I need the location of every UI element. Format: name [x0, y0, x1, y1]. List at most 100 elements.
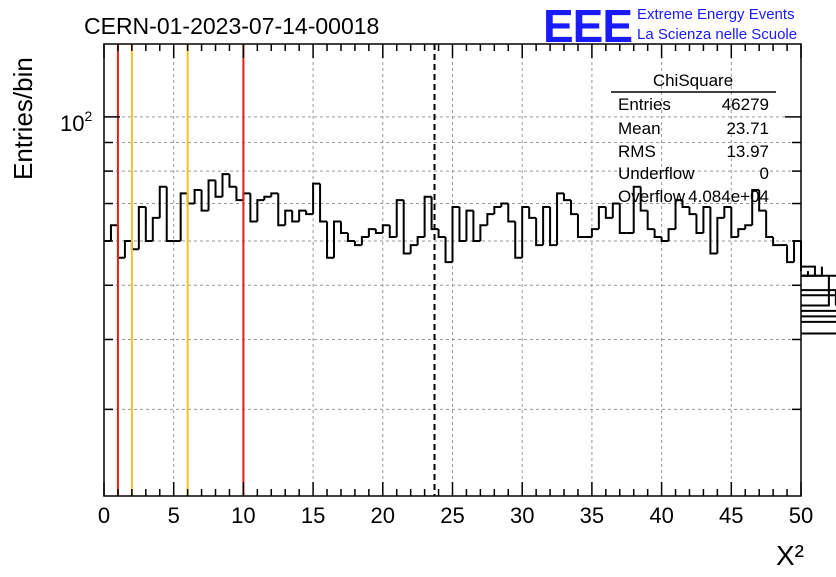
- histogram-bin: [765, 210, 774, 238]
- histogram-bin: [451, 206, 460, 263]
- histogram-bin: [716, 216, 725, 254]
- histogram-bin: [563, 193, 571, 202]
- histogram-bin: [458, 207, 467, 242]
- eee-logo: EEE Extreme Energy Events La Scienza nel…: [543, 0, 797, 52]
- x-tick-label: 50: [789, 503, 813, 528]
- histogram-bin: [569, 200, 578, 216]
- histogram-bin: [695, 214, 704, 235]
- histogram-bin: [604, 207, 613, 219]
- x-tick-label: 25: [440, 503, 464, 528]
- histogram-bin: [193, 189, 202, 204]
- histogram-bin: [319, 183, 328, 223]
- histogram-bin: [723, 206, 732, 218]
- histogram-bin: [270, 192, 279, 197]
- histogram-bin: [751, 189, 760, 226]
- histogram-bin: [730, 207, 739, 238]
- histogram-bin: [576, 214, 585, 238]
- histogram-bin: [801, 294, 836, 297]
- x-tick-label: 0: [98, 503, 110, 528]
- chart-title: CERN-01-2023-07-14-00018: [84, 13, 379, 39]
- histogram-bin: [346, 233, 355, 242]
- y-tick-label-100: 102: [60, 108, 92, 136]
- histogram-bin: [326, 221, 335, 259]
- histogram-bin: [660, 236, 669, 242]
- histogram-bin: [772, 236, 781, 247]
- histogram-bin: [200, 190, 209, 212]
- stats-value-entries: 46279: [722, 95, 769, 114]
- histogram-bin: [667, 228, 676, 241]
- x-tick-label: 15: [301, 503, 325, 528]
- histogram-bin: [109, 224, 118, 241]
- histogram-bin: [165, 186, 174, 242]
- histogram-bin: [758, 190, 767, 212]
- histogram-bin: [786, 245, 795, 264]
- histogram-bin: [535, 217, 544, 247]
- histogram-bin: [235, 186, 244, 202]
- histogram-bin: [395, 199, 404, 237]
- histogram-bin: [284, 209, 293, 226]
- stats-label-entries: Entries: [618, 95, 671, 114]
- histogram-bin: [214, 180, 223, 198]
- histogram-bin: [500, 202, 509, 208]
- histogram-bin: [221, 173, 230, 197]
- histogram-bin: [801, 309, 836, 312]
- x-tick-label: 10: [231, 503, 255, 528]
- histogram-bin: [542, 206, 551, 246]
- histogram-bin: [801, 320, 836, 323]
- histogram-bin: [688, 207, 697, 216]
- histogram-bin: [123, 239, 132, 258]
- histogram-bin: [374, 229, 383, 235]
- histogram-bin: [409, 244, 418, 254]
- histogram-bin: [249, 193, 258, 223]
- stats-box: ChiSquare Entries 46279 Mean 23.71 RMS 1…: [611, 71, 776, 206]
- histogram-bin: [597, 206, 606, 230]
- histogram-bin: [291, 210, 300, 223]
- histogram-bin: [507, 203, 516, 223]
- histogram-bin: [801, 275, 830, 307]
- histogram-bin: [611, 202, 620, 218]
- histogram-series: [104, 173, 836, 335]
- histogram-bin: [801, 274, 836, 277]
- histogram-bin: [305, 210, 314, 216]
- histogram-bin: [465, 209, 474, 241]
- histogram-bin: [549, 207, 558, 247]
- histogram-bin: [388, 225, 397, 238]
- histogram-bin: [801, 265, 816, 276]
- y-axis-ticks: [104, 116, 801, 411]
- histogram-bin: [381, 224, 390, 234]
- histogram-bin: [702, 206, 711, 234]
- x-tick-label: 40: [649, 503, 673, 528]
- x-tick-label: 35: [580, 503, 604, 528]
- stats-label-underflow: Underflow: [618, 164, 695, 183]
- stats-label-rms: RMS: [618, 142, 656, 161]
- x-axis-label: X²: [776, 540, 804, 571]
- y-tick-base: 10: [60, 111, 84, 136]
- stats-value-rms: 13.97: [726, 142, 769, 161]
- histogram-bin: [521, 206, 530, 258]
- histogram-bin: [360, 235, 369, 246]
- histogram-bin: [709, 207, 718, 255]
- histogram-bin: [423, 195, 432, 237]
- histogram-bin: [207, 179, 216, 211]
- histogram-bin: [179, 192, 188, 241]
- logo-line-2: La Scienza nelle Scuole: [637, 26, 797, 43]
- stats-label-mean: Mean: [618, 119, 661, 138]
- stats-value-mean: 23.71: [726, 119, 769, 138]
- x-tick-label: 5: [168, 503, 180, 528]
- histogram-bin: [277, 193, 286, 227]
- histogram-bin: [653, 229, 662, 238]
- stats-title: ChiSquare: [653, 71, 733, 90]
- histogram-bin: [528, 207, 537, 219]
- histogram-bin: [144, 207, 153, 242]
- histogram-bin: [430, 196, 439, 231]
- histogram-bin: [737, 228, 746, 237]
- histogram-bin: [618, 203, 627, 235]
- histogram-bin: [479, 224, 488, 241]
- histogram-bin: [137, 206, 146, 250]
- histogram-bin: [151, 216, 160, 241]
- histogram-bin: [402, 200, 411, 255]
- histogram-bin: [416, 235, 425, 246]
- histogram-bin: [493, 206, 502, 215]
